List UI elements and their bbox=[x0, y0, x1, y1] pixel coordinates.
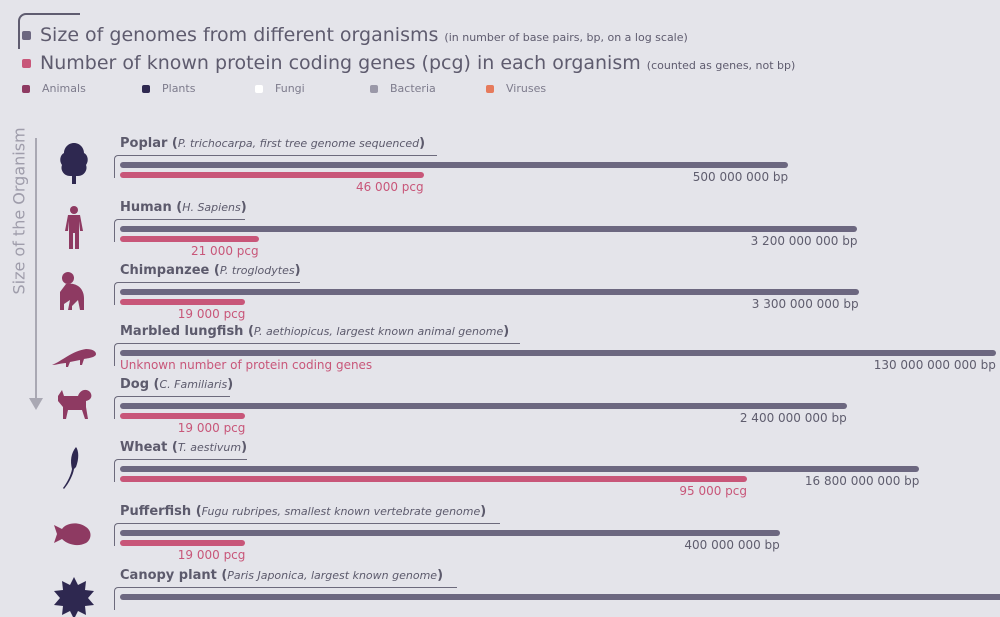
organism-species: Paris Japonica bbox=[227, 569, 304, 582]
dog-icon bbox=[58, 389, 92, 419]
legend-swatch bbox=[22, 59, 31, 68]
legend-category-plants: Plants bbox=[142, 82, 195, 95]
genome-size-bar bbox=[120, 403, 847, 409]
pcg-bar bbox=[120, 476, 747, 482]
legend-category-label: Plants bbox=[162, 82, 196, 95]
organism-title: Human (H. Sapiens) bbox=[120, 200, 247, 215]
legend-swatch bbox=[22, 31, 31, 40]
legend-note: (in number of base pairs, bp, on a log s… bbox=[444, 31, 688, 44]
tree-icon bbox=[60, 143, 88, 184]
legend-category-fungi: Fungi bbox=[255, 82, 305, 95]
genome-size-label: 3 300 000 000 bp bbox=[751, 297, 859, 311]
genome-size-label: 400 000 000 bp bbox=[684, 538, 780, 552]
title-bracket bbox=[114, 282, 300, 305]
pcg-label: 19 000 pcg bbox=[177, 548, 246, 562]
genome-size-label: 2 400 000 000 bp bbox=[739, 411, 847, 425]
organism-title: Pufferfish (Fugu rubripes, smallest know… bbox=[120, 504, 487, 519]
pcg-label: Unknown number of protein coding genes bbox=[120, 358, 373, 372]
genome-size-bar bbox=[120, 594, 1000, 600]
organism-name: Poplar bbox=[120, 136, 168, 151]
legend-label: Number of known protein coding genes (pc… bbox=[40, 52, 641, 74]
organism-title: Poplar (P. trichocarpa, first tree genom… bbox=[120, 136, 426, 151]
organism-species: T. aestivum bbox=[177, 441, 242, 454]
legend-category-viruses: Viruses bbox=[486, 82, 546, 95]
legend-category-bacteria: Bacteria bbox=[370, 82, 436, 95]
organism-note: , largest known genome bbox=[303, 569, 438, 582]
legend-swatch bbox=[142, 85, 150, 93]
organism-title: Dog (C. Familiaris) bbox=[120, 377, 234, 392]
legend-category-label: Bacteria bbox=[390, 82, 436, 95]
title-bracket bbox=[114, 459, 247, 482]
legend-pcg: Number of known protein coding genes (pc… bbox=[22, 52, 795, 74]
title-bracket bbox=[114, 219, 245, 242]
legend-note: (counted as genes, not bp) bbox=[646, 59, 796, 72]
legend-frame bbox=[18, 13, 80, 49]
legend-swatch bbox=[370, 85, 378, 93]
title-bracket bbox=[114, 396, 230, 419]
title-bracket bbox=[114, 155, 437, 178]
legend-swatch bbox=[255, 85, 263, 93]
pcg-label: 46 000 pcg bbox=[355, 180, 424, 194]
organism-name: Wheat bbox=[120, 440, 168, 455]
genome-size-label: 500 000 000 bp bbox=[692, 170, 789, 184]
legend-category-label: Fungi bbox=[275, 82, 305, 95]
legend-category-label: Viruses bbox=[506, 82, 547, 95]
arrow-down-icon bbox=[29, 398, 43, 410]
organism-name: Human bbox=[120, 200, 172, 215]
organism-title: Marbled lungfish (P. aethiopicus, larges… bbox=[120, 324, 510, 339]
organism-note: , largest known animal genome bbox=[329, 325, 504, 338]
legend-swatch bbox=[22, 85, 30, 93]
axis-label: Size of the Organism bbox=[9, 127, 29, 295]
genome-size-label: 16 800 000 000 bp bbox=[804, 474, 920, 488]
legend-swatch bbox=[486, 85, 494, 93]
pcg-bar bbox=[120, 540, 246, 546]
human-icon bbox=[65, 206, 83, 249]
organism-species: P. troglodytes bbox=[219, 264, 295, 277]
genome-size-bar bbox=[120, 226, 858, 232]
legend-genome-size: Size of genomes from different organisms… bbox=[22, 24, 688, 46]
legend-category-animals: Animals bbox=[22, 82, 86, 95]
chimpanzee-icon bbox=[60, 272, 84, 310]
pcg-bar bbox=[120, 413, 246, 419]
genome-size-bar bbox=[120, 466, 920, 472]
organism-name: Dog bbox=[120, 377, 150, 392]
organism-title: Canopy plant (Paris Japonica, largest kn… bbox=[120, 568, 444, 583]
pcg-label: 19 000 pcg bbox=[177, 307, 246, 321]
title-bracket bbox=[114, 343, 520, 366]
axis-line bbox=[35, 138, 37, 400]
genome-size-label: 130 000 000 000 bp bbox=[873, 358, 996, 372]
pcg-label: 21 000 pcg bbox=[190, 244, 259, 258]
genome-size-bar bbox=[120, 530, 780, 536]
legend-category-label: Animals bbox=[42, 82, 86, 95]
organism-species: P. trichocarpa bbox=[177, 137, 253, 150]
legend-label: Size of genomes from different organisms bbox=[40, 24, 439, 46]
organism-species: H. Sapiens bbox=[182, 201, 241, 214]
pcg-bar bbox=[120, 236, 259, 242]
organism-name: Chimpanzee bbox=[120, 263, 210, 278]
organism-note: , first tree genome sequenced bbox=[252, 137, 420, 150]
wheat-icon bbox=[63, 447, 79, 489]
organism-title: Wheat (T. aestivum) bbox=[120, 440, 248, 455]
organism-name: Canopy plant bbox=[120, 568, 217, 583]
organism-name: Pufferfish bbox=[120, 504, 192, 519]
title-bracket bbox=[114, 523, 500, 546]
canopy-plant-icon bbox=[54, 577, 94, 617]
genome-size-bar bbox=[120, 162, 789, 168]
lungfish-icon bbox=[52, 349, 96, 367]
organism-name: Marbled lungfish bbox=[120, 324, 244, 339]
organism-species: Fugu rubripes bbox=[201, 505, 278, 518]
pcg-label: 19 000 pcg bbox=[177, 421, 246, 435]
organism-note: , smallest known vertebrate genome bbox=[277, 505, 481, 518]
genome-size-label: 3 200 000 000 bp bbox=[750, 234, 858, 248]
organism-title: Chimpanzee (P. troglodytes) bbox=[120, 263, 301, 278]
organism-species: C. Familiaris bbox=[159, 378, 228, 391]
genome-size-bar bbox=[120, 289, 859, 295]
title-bracket bbox=[114, 587, 457, 610]
pcg-bar bbox=[120, 299, 246, 305]
genome-size-bar bbox=[120, 350, 996, 356]
organism-species: P. aethiopicus bbox=[253, 325, 330, 338]
pcg-bar bbox=[120, 172, 424, 178]
pcg-label: 95 000 pcg bbox=[679, 484, 747, 498]
pufferfish-icon bbox=[54, 523, 91, 546]
